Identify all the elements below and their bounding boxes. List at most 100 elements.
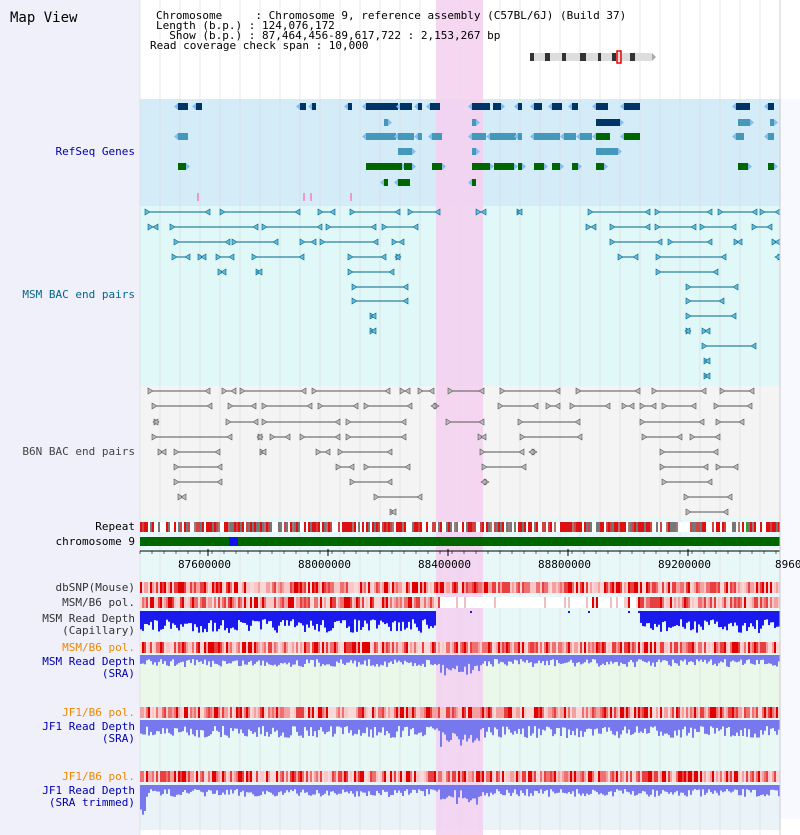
read-depth-bar — [526, 785, 528, 790]
heat-cell — [734, 707, 736, 718]
read-depth-bar — [206, 720, 208, 737]
heat-cell — [248, 582, 250, 593]
heat-cell — [208, 642, 210, 653]
read-depth-bar — [588, 611, 590, 613]
read-depth-bar — [296, 611, 298, 626]
heat-cell — [384, 771, 386, 782]
heat-cell — [186, 582, 188, 593]
read-depth-bar — [214, 611, 216, 623]
heat-cell — [596, 582, 598, 593]
heat-cell — [640, 707, 642, 718]
repeat-segment — [386, 522, 388, 532]
heat-cell — [542, 771, 544, 782]
read-depth-bar — [226, 611, 228, 629]
heat-cell — [422, 771, 424, 782]
heat-cell — [538, 582, 540, 593]
read-depth-bar — [274, 655, 276, 665]
heat-cell — [362, 707, 364, 718]
heat-cell — [720, 582, 722, 593]
read-depth-bar — [602, 655, 604, 664]
heat-cell — [636, 642, 638, 653]
heat-cell — [524, 597, 526, 608]
read-depth-bar — [464, 655, 466, 667]
read-depth-bar — [316, 611, 318, 624]
heat-cell — [462, 582, 464, 593]
read-depth-bar — [614, 720, 616, 736]
repeat-segment — [150, 522, 152, 532]
gene-feature — [534, 133, 560, 140]
heat-cell — [152, 582, 154, 593]
read-depth-bar — [348, 655, 350, 663]
heat-cell — [188, 707, 190, 718]
bac-end-marker — [151, 402, 158, 410]
heat-cell — [684, 582, 686, 593]
track-label-b6n-bac[interactable]: B6N BAC end pairs — [22, 445, 135, 458]
heat-cell — [458, 597, 460, 608]
heat-cell — [500, 771, 502, 782]
heat-cell — [730, 707, 732, 718]
heat-cell — [266, 771, 268, 782]
read-depth-bar — [192, 720, 194, 735]
heat-cell — [494, 597, 496, 608]
read-depth-bar — [146, 785, 148, 797]
read-depth-bar — [696, 720, 698, 732]
heat-cell — [192, 642, 194, 653]
heat-cell — [280, 582, 282, 593]
heat-cell — [554, 582, 556, 593]
heat-cell — [452, 597, 454, 608]
heat-cell — [222, 707, 224, 718]
heat-cell — [352, 582, 354, 593]
repeat-segment — [208, 522, 210, 532]
read-depth-bar — [594, 785, 596, 791]
chromosome-marker — [229, 537, 238, 546]
bac-end-marker — [575, 387, 582, 395]
repeat-segment — [164, 522, 166, 532]
read-depth-bar — [702, 655, 704, 663]
heat-cell — [680, 771, 682, 782]
heat-cell — [688, 597, 690, 608]
read-depth-bar — [550, 785, 552, 790]
heat-cell — [474, 597, 476, 608]
heat-cell — [484, 771, 486, 782]
heat-cell — [686, 582, 688, 593]
heat-cell — [726, 642, 728, 653]
heat-cell — [344, 642, 346, 653]
read-depth-bar — [442, 785, 444, 799]
heat-cell — [446, 707, 448, 718]
read-depth-bar — [530, 655, 532, 663]
heat-cell — [380, 582, 382, 593]
heat-cell — [584, 597, 586, 608]
heat-cell — [678, 707, 680, 718]
heat-cell — [248, 597, 250, 608]
read-depth-bar — [440, 720, 442, 747]
read-depth-bar — [292, 655, 294, 665]
read-depth-bar — [256, 655, 258, 662]
read-depth-bar — [562, 720, 564, 728]
read-depth-bar — [444, 655, 446, 676]
heat-cell — [590, 771, 592, 782]
gene-feature — [312, 103, 316, 110]
repeat-segment — [444, 522, 446, 532]
bac-end-marker — [702, 463, 709, 471]
heat-cell — [698, 597, 700, 608]
heat-cell — [488, 707, 490, 718]
track-label-refseq[interactable]: RefSeq Genes — [55, 145, 135, 158]
bac-end-marker — [316, 223, 323, 231]
read-depth-bar — [470, 655, 472, 674]
heat-cell — [142, 582, 144, 593]
read-depth-bar — [476, 720, 478, 739]
heat-cell — [686, 597, 688, 608]
heat-cell — [268, 597, 270, 608]
repeat-segment — [336, 522, 338, 532]
heat-cell — [568, 707, 570, 718]
gene-arrow — [774, 163, 778, 170]
read-depth-bar — [180, 655, 182, 663]
heat-cell — [758, 642, 760, 653]
read-depth-bar — [694, 785, 696, 790]
read-depth-bar — [392, 785, 394, 795]
heat-cell — [618, 597, 620, 608]
heat-cell — [290, 771, 292, 782]
track-label-msm-bac[interactable]: MSM BAC end pairs — [22, 288, 135, 301]
bac-end-marker — [655, 268, 662, 276]
